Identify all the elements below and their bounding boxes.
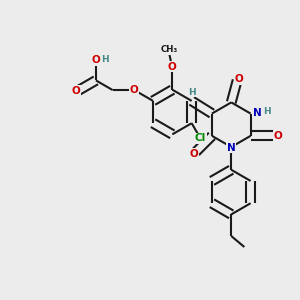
Text: O: O <box>190 148 199 158</box>
Text: H: H <box>188 88 196 97</box>
Text: CH₃: CH₃ <box>160 45 178 54</box>
Text: Cl: Cl <box>195 133 206 143</box>
Text: N: N <box>253 108 262 118</box>
Text: O: O <box>273 131 282 141</box>
Text: H: H <box>102 55 109 64</box>
Text: O: O <box>168 61 177 71</box>
Text: O: O <box>234 74 243 84</box>
Text: H: H <box>263 107 271 116</box>
Text: O: O <box>92 55 100 65</box>
Text: O: O <box>130 85 139 95</box>
Text: O: O <box>71 86 80 96</box>
Text: N: N <box>227 142 236 153</box>
